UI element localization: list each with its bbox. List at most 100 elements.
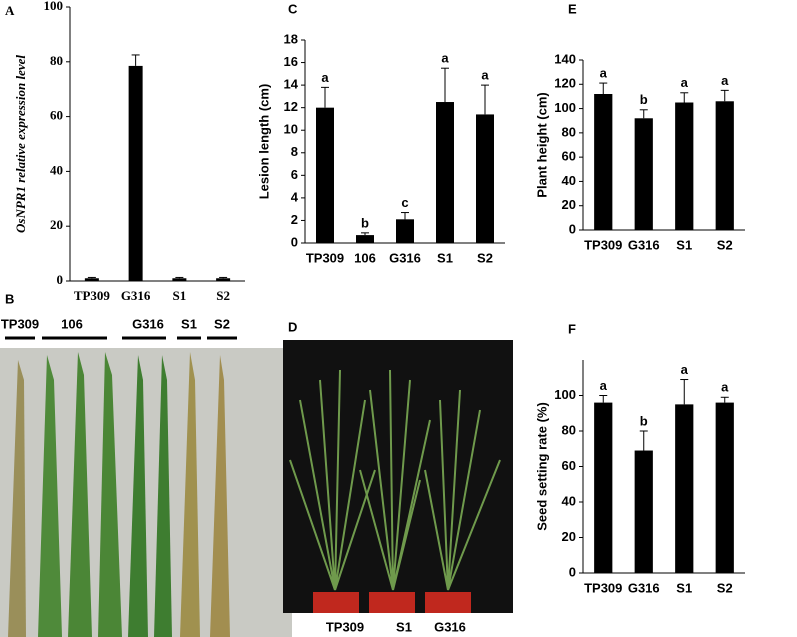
bar [594, 94, 613, 230]
leaf [210, 355, 230, 637]
y-axis-label: Lesion length (cm) [256, 84, 271, 200]
y-tick-label: 60 [50, 108, 63, 123]
significance-label: b [640, 413, 648, 428]
y-tick-label: 6 [291, 167, 298, 182]
significance-label: a [600, 378, 608, 393]
y-tick-label: 120 [554, 76, 576, 91]
y-tick-label: 0 [569, 221, 576, 236]
y-tick-label: 140 [554, 51, 576, 66]
bar [675, 404, 694, 573]
panel-label: A [5, 3, 15, 18]
significance-label: a [721, 380, 729, 395]
significance-label: a [600, 66, 608, 81]
leaf [180, 352, 200, 637]
x-tick-label: G316 [628, 580, 660, 595]
y-axis-label: Plant height (cm) [534, 92, 549, 197]
leaf [38, 355, 62, 637]
x-tick-label: S2 [477, 250, 493, 265]
bar [172, 278, 187, 281]
y-tick-label: 100 [554, 100, 576, 115]
panel-label: E [568, 1, 577, 16]
bar [675, 102, 694, 230]
x-tick-label: G316 [121, 288, 151, 303]
pot [369, 592, 415, 613]
x-tick-label: S1 [173, 288, 187, 303]
y-tick-label: 40 [562, 493, 576, 508]
x-tick-label: G316 [628, 237, 660, 252]
y-tick-label: 2 [291, 212, 298, 227]
leaf [98, 352, 122, 637]
x-tick-label: S1 [676, 237, 692, 252]
bar [84, 278, 99, 281]
y-tick-label: 8 [291, 144, 298, 159]
bar [594, 402, 613, 573]
y-tick-label: 20 [562, 197, 576, 212]
y-tick-label: 100 [44, 0, 64, 13]
y-tick-label: 100 [554, 387, 576, 402]
plant [424, 389, 501, 591]
leaf [154, 355, 172, 637]
panel-label: C [288, 1, 298, 16]
chart: C Lesion length (cm) 0 2 4 6 8 10 12 14 16 18 TP309 a… [256, 1, 505, 265]
photo-label: S1 [396, 619, 412, 634]
bar [715, 402, 734, 573]
y-tick-label: 20 [50, 217, 63, 232]
plant [359, 369, 431, 591]
chart: E Plant height (cm) 0 20 40 60 80 100 120 140 TP30… [534, 1, 745, 252]
y-tick-label: 18 [284, 31, 298, 46]
photo-label: S1 [181, 316, 197, 331]
chart: F Seed setting rate (%) 0 20 40 60 80 100 TP309 a… [534, 321, 745, 595]
significance-label: b [361, 215, 369, 230]
x-tick-label: TP309 [584, 580, 622, 595]
leaf [128, 355, 148, 637]
bar [715, 101, 734, 231]
y-tick-label: 10 [284, 122, 298, 137]
x-tick-label: S2 [717, 580, 733, 595]
x-tick-label: TP309 [74, 288, 111, 303]
y-axis-label: OsNPR1 relative expression level [13, 55, 28, 233]
bar [476, 114, 494, 243]
bar [634, 118, 653, 230]
y-tick-label: 0 [291, 234, 298, 249]
photo-label: 106 [61, 316, 83, 331]
y-tick-label: 80 [562, 124, 576, 139]
panel-label: B [5, 291, 14, 306]
leaf [8, 360, 26, 637]
x-tick-label: S2 [216, 288, 230, 303]
x-tick-label: TP309 [584, 237, 622, 252]
bar [634, 450, 653, 573]
chart: A OsNPR1 relative expression level 0 20 40 60… [5, 0, 245, 303]
significance-label: c [401, 195, 408, 210]
x-tick-label: 106 [354, 250, 376, 265]
panel-label: F [568, 321, 576, 336]
plant [289, 369, 376, 591]
x-tick-label: S1 [676, 580, 692, 595]
y-tick-label: 4 [291, 189, 299, 204]
y-tick-label: 60 [562, 458, 576, 473]
photo-b [0, 336, 292, 637]
pot [425, 592, 471, 613]
bar [316, 107, 334, 244]
bar [396, 219, 414, 243]
significance-label: a [481, 68, 489, 83]
x-tick-label: G316 [389, 250, 421, 265]
y-tick-label: 0 [569, 564, 576, 579]
significance-label: a [681, 362, 689, 377]
bar [216, 278, 231, 281]
bar [128, 65, 143, 281]
leaf [68, 352, 92, 637]
bar [356, 235, 374, 243]
y-axis-label: Seed setting rate (%) [534, 402, 549, 531]
y-tick-label: 80 [50, 53, 63, 68]
photo-label: TP309 [326, 619, 364, 634]
significance-label: a [321, 70, 329, 85]
y-tick-label: 12 [284, 99, 298, 114]
bar [436, 102, 454, 244]
significance-label: a [681, 75, 689, 90]
pot [313, 592, 359, 613]
significance-label: a [441, 51, 449, 66]
photo-label: G316 [132, 316, 164, 331]
y-tick-label: 40 [562, 173, 576, 188]
x-tick-label: S2 [717, 237, 733, 252]
